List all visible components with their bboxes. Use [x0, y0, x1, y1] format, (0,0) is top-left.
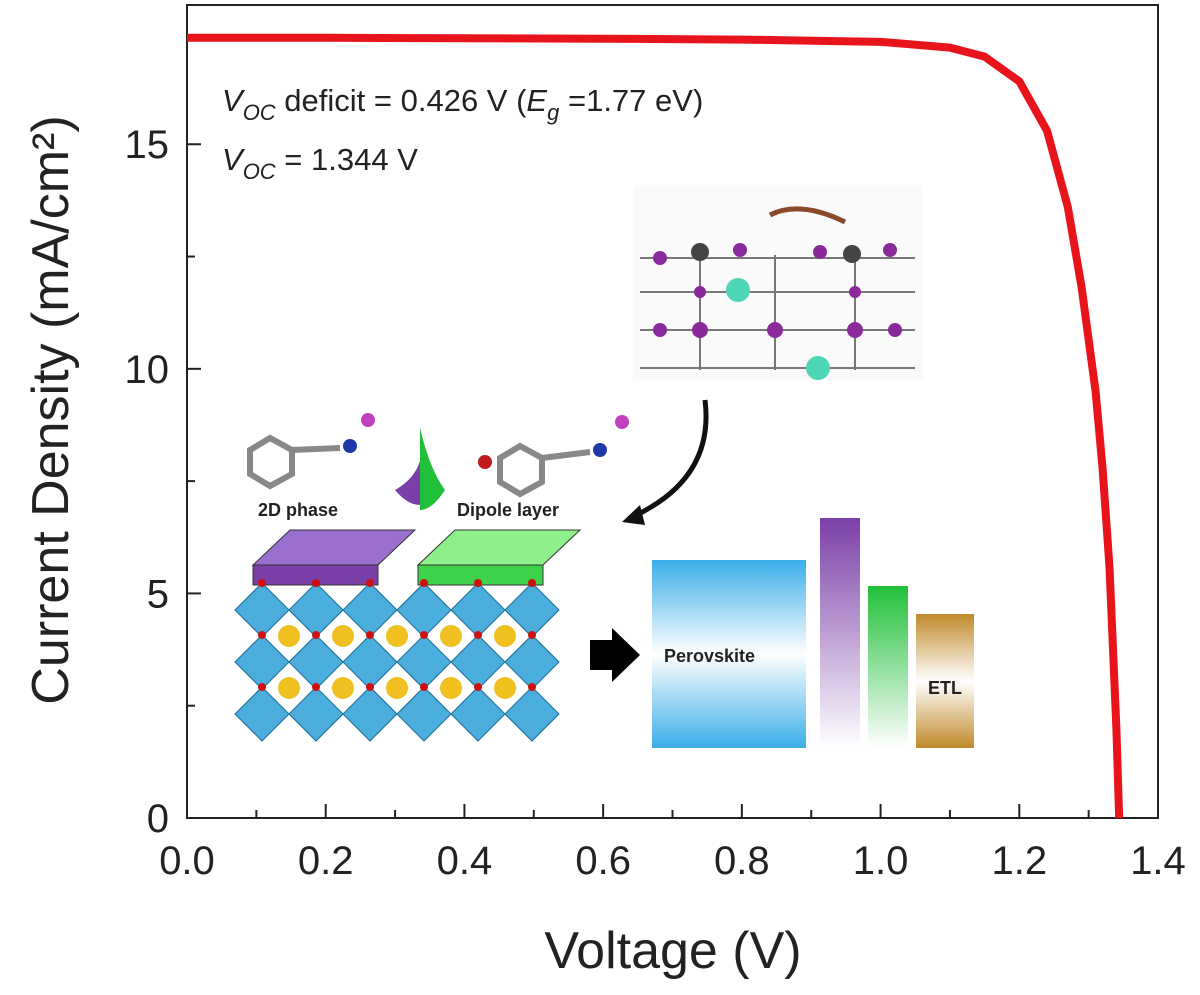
- atom: [332, 677, 354, 699]
- atoms: [653, 243, 902, 338]
- atom: [806, 356, 830, 380]
- octahedron: [288, 686, 344, 742]
- annotation: VOC = 1.344 V: [222, 142, 418, 184]
- molecule: [768, 206, 847, 225]
- x-tick-label: 0.4: [437, 839, 493, 883]
- x-tick-label: 1.4: [1130, 839, 1186, 883]
- x-tick-label: 1.2: [991, 839, 1047, 883]
- annotation-part: deficit = 0.426 V (: [276, 83, 527, 118]
- slab: [251, 529, 417, 566]
- annotation: VOC deficit = 0.426 V (Eg =1.77 eV): [222, 83, 703, 125]
- atom: [494, 677, 516, 699]
- x-tick-label: 0.6: [575, 839, 631, 883]
- atom: [528, 579, 536, 587]
- perovskite-lattice: [234, 579, 560, 742]
- annotation-part: E: [526, 83, 547, 118]
- atom: [494, 625, 516, 647]
- octahedron: [450, 686, 506, 742]
- x-tick-label: 1.0: [853, 839, 909, 883]
- atom: [258, 683, 266, 691]
- atom: [386, 625, 408, 647]
- atom: [332, 625, 354, 647]
- arrow: [628, 399, 709, 521]
- x-axis-label: Voltage (V): [544, 922, 801, 980]
- inset-label: 2D phase: [258, 500, 338, 520]
- inset-label: Perovskite: [664, 646, 755, 666]
- annotation-part: OC: [243, 100, 276, 125]
- atom: [278, 677, 300, 699]
- atom: [726, 278, 750, 302]
- inset-label: ETL: [928, 678, 962, 698]
- structure-panel: [633, 185, 923, 380]
- inset-label: Dipole layer: [457, 500, 559, 520]
- atom: [474, 579, 482, 587]
- annotation-part: V: [222, 83, 246, 118]
- x-tick-label: 0.8: [714, 839, 770, 883]
- atom: [474, 631, 482, 639]
- annotation-part: g: [547, 100, 560, 125]
- slab: [416, 529, 582, 566]
- octahedron: [396, 686, 452, 742]
- molecule-left: [247, 413, 375, 490]
- annotation-part: =1.77 eV): [559, 83, 703, 118]
- annotation-part: V: [222, 142, 246, 177]
- atom: [258, 631, 266, 639]
- inset-illustration: 2D phase Dipole layer Perovskite ETL: [234, 185, 974, 748]
- atom: [420, 631, 428, 639]
- x-tick-label: 0.0: [159, 839, 215, 883]
- atom: [258, 579, 266, 587]
- octahedron: [504, 686, 560, 742]
- y-axis-label: Current Density (mA/cm²): [22, 115, 80, 704]
- y-tick-label: 10: [125, 348, 170, 392]
- annotation-part: = 1.344 V: [276, 142, 419, 177]
- y-tick-label: 0: [147, 797, 169, 841]
- atom: [420, 579, 428, 587]
- atom: [440, 625, 462, 647]
- band-perovskite: [652, 560, 806, 748]
- atom: [474, 683, 482, 691]
- atom: [386, 677, 408, 699]
- x-tick-label: 0.2: [298, 839, 354, 883]
- arrow: [590, 628, 640, 682]
- atom: [312, 631, 320, 639]
- atom: [312, 579, 320, 587]
- line: [187, 33, 1124, 819]
- atom: [278, 625, 300, 647]
- atom: [312, 683, 320, 691]
- molecule-right: [478, 415, 629, 498]
- atom: [528, 631, 536, 639]
- annotation-part: OC: [243, 159, 276, 184]
- band-2d: [820, 518, 860, 748]
- band-dipole: [868, 586, 908, 748]
- droplet: [420, 428, 445, 510]
- y-tick-label: 15: [125, 123, 170, 167]
- atom: [691, 243, 709, 261]
- atom: [440, 677, 462, 699]
- octahedron: [342, 686, 398, 742]
- atom: [366, 579, 374, 587]
- atom: [420, 683, 428, 691]
- atom: [366, 683, 374, 691]
- atom: [366, 631, 374, 639]
- atom: [528, 683, 536, 691]
- band-etl: [916, 614, 974, 748]
- arrowhead: [622, 505, 645, 525]
- atom: [843, 245, 861, 263]
- octahedron: [234, 686, 290, 742]
- y-tick-label: 5: [147, 572, 169, 616]
